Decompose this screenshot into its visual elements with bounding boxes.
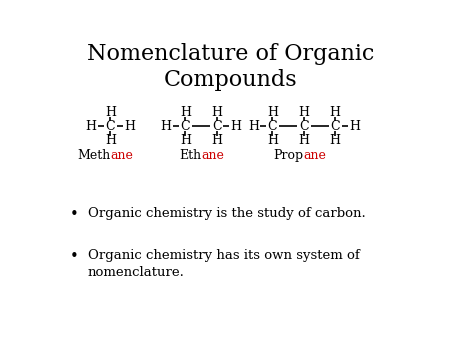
Text: Meth: Meth [77,149,110,162]
Text: •: • [70,207,79,222]
Text: C: C [105,120,115,133]
Text: C: C [212,120,221,133]
Text: H: H [124,120,135,133]
Text: H: H [298,134,309,147]
Text: H: H [248,120,259,133]
Text: H: H [267,106,278,119]
Text: •: • [70,249,79,264]
Text: C: C [299,120,309,133]
Text: H: H [161,120,171,133]
Text: H: H [330,106,341,119]
Text: Nomenclature of Organic
Compounds: Nomenclature of Organic Compounds [87,43,374,91]
Text: H: H [180,134,191,147]
Text: H: H [298,106,309,119]
Text: Organic chemistry has its own system of
nomenclature.: Organic chemistry has its own system of … [88,249,360,279]
Text: H: H [330,134,341,147]
Text: ane: ane [110,149,133,162]
Text: H: H [86,120,97,133]
Text: C: C [180,120,190,133]
Text: C: C [268,120,277,133]
Text: H: H [211,134,222,147]
Text: Eth: Eth [179,149,201,162]
Text: ane: ane [201,149,224,162]
Text: H: H [267,134,278,147]
Text: H: H [211,106,222,119]
Text: Organic chemistry is the study of carbon.: Organic chemistry is the study of carbon… [88,207,365,220]
Text: H: H [230,120,241,133]
Text: H: H [349,120,360,133]
Text: C: C [330,120,340,133]
Text: H: H [180,106,191,119]
Text: H: H [105,106,116,119]
Text: Prop: Prop [274,149,304,162]
Text: H: H [105,134,116,147]
Text: ane: ane [304,149,327,162]
